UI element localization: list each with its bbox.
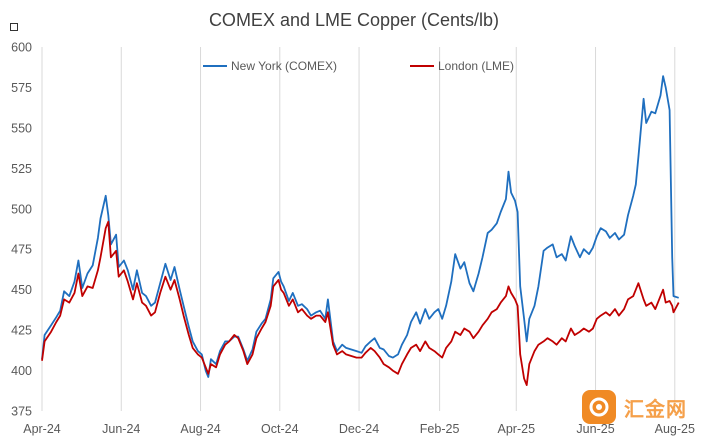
chart-title: COMEX and LME Copper (Cents/lb) <box>209 10 499 30</box>
x-tick-label: Apr-24 <box>23 422 61 436</box>
watermark: 汇金网 <box>582 388 700 426</box>
x-tick-label: Dec-24 <box>339 422 379 436</box>
x-axis-tick-labels: Apr-24 Jun-24 Aug-24 Oct-24 Dec-24 Feb-25 Apr-… <box>23 422 695 436</box>
watermark-text: 汇金网 <box>624 396 687 421</box>
x-tick-label: Jun-25 <box>576 422 614 436</box>
x-tick-label: Oct-24 <box>261 422 299 436</box>
series-lines <box>41 75 680 386</box>
series-line-comex <box>41 75 679 378</box>
y-tick-label: 375 <box>11 405 32 419</box>
vertical-gridlines <box>41 47 676 411</box>
y-tick-label: 600 <box>11 41 32 55</box>
x-tick-label: Aug-24 <box>180 422 220 436</box>
x-tick-label: Jun-24 <box>102 422 140 436</box>
y-tick-label: 450 <box>11 283 32 297</box>
y-tick-label: 400 <box>11 364 32 378</box>
legend: New York (COMEX) London (LME) <box>203 59 514 73</box>
y-tick-label: 475 <box>11 243 32 257</box>
legend-label: New York (COMEX) <box>231 59 337 73</box>
y-tick-label: 425 <box>11 324 32 338</box>
selection-handle-icon <box>10 23 18 31</box>
y-axis-tick-labels: 375 400 425 450 475 500 525 550 575 600 <box>11 41 32 419</box>
series-line-lme <box>41 220 680 386</box>
y-tick-label: 500 <box>11 202 32 216</box>
x-tick-label: Apr-25 <box>498 422 536 436</box>
watermark-logo-icon <box>582 390 616 424</box>
x-tick-label: Aug-25 <box>655 422 695 436</box>
y-tick-label: 525 <box>11 162 32 176</box>
y-tick-label: 550 <box>11 121 32 135</box>
x-tick-label: Feb-25 <box>420 422 460 436</box>
legend-label: London (LME) <box>438 59 514 73</box>
y-tick-label: 575 <box>11 81 32 95</box>
